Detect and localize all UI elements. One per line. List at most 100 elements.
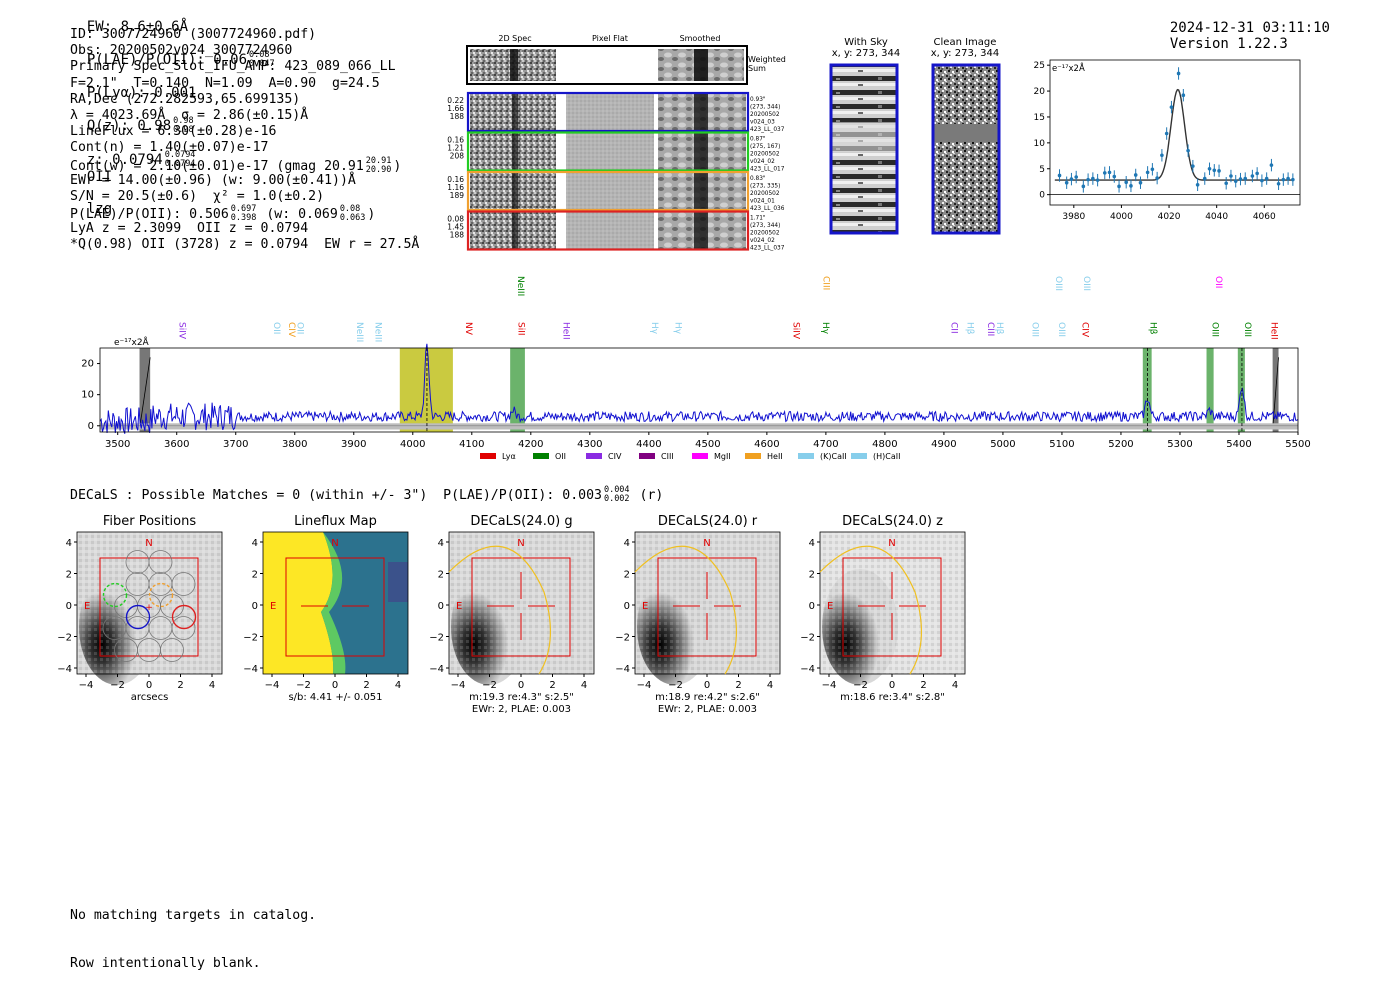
plae-lo: 0.047 [249,59,275,69]
compass-e: E [270,601,276,612]
spectrum-xtick-label: 4500 [695,439,720,450]
info-lambda: λ = 4023.69Å σ = 2.86(±0.15)Å [70,107,309,123]
fit-data-point [1145,170,1150,175]
decals-ytick-label: −4 [57,664,72,675]
decals-ytick-label: 4 [252,538,258,549]
fit-data-point [1081,184,1086,189]
fit-data-point [1064,180,1069,185]
spectrum-line-label: NeIII [515,276,525,296]
spectrum-xtick-label: 4000 [400,439,425,450]
spectrum-unit-label: e⁻¹⁷x2Å [114,336,150,348]
contw-frac: 20.91 20.90 [366,156,392,175]
galaxy-ellipse [819,545,922,675]
cutout-row-right-value: v024_02 [750,238,775,244]
fiber-circle-highlight [148,582,174,608]
fit-data-point [1069,177,1074,181]
cutout-row-left-value: 1.16 [447,183,464,192]
spectrum-highlight-band [399,348,453,432]
decals-xtick-label: −2 [110,680,125,691]
spectrum-line-label: OIII [1056,322,1066,337]
decals-caption-2: EWr: 2, PLAE: 0.003 [472,704,571,715]
spectrum-legend-label: CIII [661,452,674,461]
cutout-separator [655,133,658,170]
spectrum-xtick-label: 4800 [872,439,897,450]
compass-e: E [827,601,833,612]
decals-ytick-label: −4 [243,664,258,675]
spectrum-line-label: CIV [1080,322,1090,338]
fiber-circle [171,616,196,640]
aperture-box [285,557,385,657]
decals-header-end: (r) [639,488,664,503]
cutout-separator [563,212,566,249]
decals-ytick-label: 4 [809,538,815,549]
compass-n: N [331,538,338,549]
cutout-separator [655,173,658,209]
spectrum-line-label: OIII [1029,322,1039,337]
spectrum-xtick-label: 5200 [1108,439,1133,450]
fit-data-point [1260,178,1264,183]
spectrum-xtick-label: 4100 [459,439,484,450]
decals-ytick-label: 2 [438,570,444,581]
decals-xtick-label: 0 [332,680,338,691]
decals-xtick-label: 2 [549,680,555,691]
cutout-pixelflat [566,212,654,249]
fit-data-point [1057,173,1062,178]
aperture-box [657,557,757,657]
spectrum-xtick-label: 3600 [164,439,189,450]
cutout-row-left-value: 1.21 [447,144,464,153]
spectrum-xtick-label: 3500 [105,439,130,450]
spectrum-legend-swatch [480,453,496,459]
decals-frac: 0.004 0.002 [604,486,630,504]
cutout-row-right-value: 423_LL_037 [750,246,785,252]
decals-ytick-label: −2 [429,633,444,644]
plae2w-hi: 0.08 [339,204,361,215]
decals-ytick-label: 0 [66,601,72,612]
decals-xtick-label: 4 [952,680,958,691]
timestamp: 2024-12-31 03:11:10 [1169,20,1330,36]
cutout-2dspec-line [512,94,518,130]
with-sky-xy: x, y: 273, 344 [831,48,901,59]
spectrum-legend-label: MgII [714,452,731,461]
decals-ytick-label: 2 [809,570,815,581]
decals-caption: m:19.3 re:4.3" s:2.5" [469,692,574,703]
spectrum-xtick-label: 5300 [1167,439,1192,450]
decals-caption-2: EWr: 2, PLAE: 0.003 [658,704,757,715]
compass-n: N [888,538,895,549]
spectrum-line-label: CIV [286,322,296,338]
cutout-pixelflat [566,133,654,170]
cutout-row-frame [466,170,750,212]
fit-data-point [1155,176,1159,180]
spectrum-legend-swatch [851,453,867,459]
spectrum-legend-item: CIII [639,452,674,461]
cutout-row-left-value: 1.66 [447,104,464,113]
spectrum-highlight-band [1206,348,1214,432]
fit-data-point [1224,181,1228,186]
cutout-row-right-value: 423_LL_036 [750,206,785,212]
spectrum-line-label: OII [271,322,281,334]
cutout-row-right-value: 20200502 [750,231,780,237]
decals-caption: m:18.6 re:3.4" s:2.8" [840,692,945,703]
fit-data-point [1286,176,1290,181]
qz-frac: 0.98 0.98 [173,117,193,135]
cutout-row-right-value: (273, 344) [750,223,780,229]
info-plae2: P(LAE)/P(OII): 0.506 [70,207,229,223]
spectrum-line-label: NV [463,322,473,336]
spectrum-line-label: OIII [1053,276,1063,291]
decals-ytick-label: 2 [624,570,630,581]
lineflux-map-low [388,562,408,602]
spectrum-line-label: CII [949,322,959,334]
spectrum-xtick-label: 4900 [931,439,956,450]
fit-data-point [1281,177,1286,182]
fit-data-point [1238,177,1243,181]
line-label: OII [86,169,113,185]
decals-header: DECaLS : Possible Matches = 0 (within +/… [70,486,663,504]
fit-data-point [1255,171,1259,176]
decals-ytick-label: −2 [243,633,258,644]
fit-data-point [1074,175,1078,179]
cutout-separator [563,133,566,170]
fit-data-point [1229,174,1233,178]
spectrum-masked-hatch [139,357,151,429]
